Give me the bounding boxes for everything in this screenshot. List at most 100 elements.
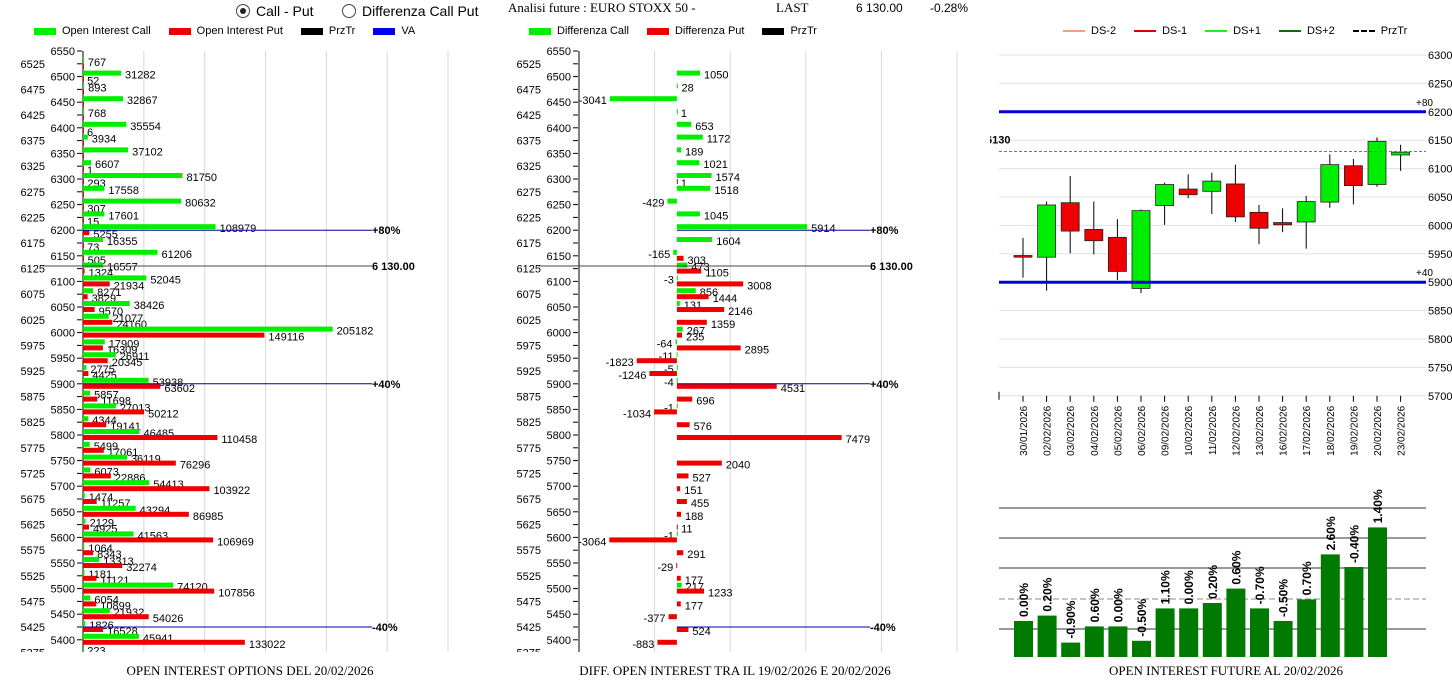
bar-value-label: 2.60% <box>1324 516 1338 550</box>
future-bar <box>1202 603 1222 657</box>
put-bar <box>83 255 84 261</box>
y-tick-label: 6150 <box>1428 135 1452 147</box>
y-tick-label-major: 6500 <box>547 72 571 84</box>
call-bar <box>83 109 84 114</box>
bar-value-label: 31282 <box>125 70 156 82</box>
put-bar <box>676 179 678 184</box>
y-tick-label-minor: 6525 <box>517 59 541 71</box>
put-bar <box>676 268 702 274</box>
x-tick-label: 11/02/2026 <box>1208 405 1219 455</box>
bar-value-label: 17558 <box>108 185 139 197</box>
x-tick-label: 20/02/2026 <box>1373 405 1384 455</box>
caption-left: OPEN INTEREST OPTIONS DEL 20/02/2026 <box>126 663 374 678</box>
call-bar <box>83 544 85 550</box>
put-bar <box>83 447 104 453</box>
future-bar <box>1368 527 1387 657</box>
bar-value-label: 267 <box>687 326 705 338</box>
call-bar <box>673 249 677 255</box>
candle-up <box>1320 164 1340 203</box>
open-interest-future-chart: 0.00% 0.20% -0.90% 0.60% 0.00% -0.50% 1.10% 0.0… <box>999 489 1426 657</box>
call-bar <box>83 633 139 639</box>
call-bar <box>83 365 87 370</box>
call-bar <box>83 198 182 204</box>
y-tick-label-minor: 6375 <box>517 136 541 148</box>
call-bar <box>83 352 116 358</box>
bar-value-label: 149116 <box>268 332 304 344</box>
put-bar <box>83 486 210 492</box>
bar-value-label: 653 <box>695 121 713 133</box>
legend-mid: Differenza Call Differenza Put PrzTr <box>529 25 835 37</box>
bar-value-label: 2146 <box>728 306 752 318</box>
y-tick-label-major: 6300 <box>547 174 571 186</box>
bar-value-label: 8343 <box>97 549 121 561</box>
put-bar <box>676 383 777 389</box>
y-tick-label-minor: 6075 <box>21 289 45 301</box>
y-tick-label-major: 6000 <box>547 328 571 340</box>
put-bar <box>676 473 689 479</box>
bar-value-label: 110458 <box>221 434 257 446</box>
future-bar <box>1155 608 1175 657</box>
y-tick-label: 5700 <box>1428 391 1452 403</box>
y-tick-label-minor: 5625 <box>21 520 45 532</box>
call-bar <box>83 467 91 473</box>
future-bar <box>1344 567 1364 657</box>
bar-value-label: -0.90% <box>1064 600 1078 638</box>
put-bar <box>83 127 84 133</box>
y-tick-label-minor: 5875 <box>21 392 45 404</box>
bar-value-label: 0.70% <box>1300 561 1314 595</box>
call-bar <box>667 198 677 204</box>
x-tick-label: 09/02/2026 <box>1161 405 1172 455</box>
legend-line <box>1205 30 1228 32</box>
put-bar <box>83 63 84 69</box>
legend-label: Differenza Put <box>674 25 745 37</box>
y-tick-label-major: 5450 <box>547 609 571 621</box>
bar-value-label: 3008 <box>747 280 771 292</box>
x-tick-label: 19/02/2026 <box>1349 405 1360 455</box>
put-bar <box>83 627 104 632</box>
y-tick-label-major: 5650 <box>51 507 75 519</box>
bar-value-label: 61206 <box>161 249 192 261</box>
y-tick-label-major: 6350 <box>547 148 571 160</box>
candle-up <box>1037 204 1056 258</box>
bar-value-label: 8271 <box>97 287 121 299</box>
legend-item: DS+2 <box>1278 25 1335 37</box>
bar-value-label: 32274 <box>126 562 157 574</box>
y-tick-label-minor: 5525 <box>517 571 541 583</box>
y-tick-label-major: 6250 <box>547 200 571 212</box>
put-bar <box>83 191 84 197</box>
y-tick-label-major: 6050 <box>51 302 75 314</box>
bar-value-label: 4531 <box>781 383 805 395</box>
y-tick-label-major: 5700 <box>547 481 571 493</box>
call-bar <box>676 288 696 294</box>
call-bar <box>676 262 688 268</box>
legend-label: Open Interest Call <box>62 25 151 37</box>
bar-value-label: 303 <box>688 255 706 267</box>
y-tick-label-minor: 5775 <box>517 443 541 455</box>
y-tick-label-major: 6450 <box>51 97 75 109</box>
bar-value-label: 5914 <box>811 223 835 235</box>
call-bar <box>83 505 136 511</box>
reference-label: 6 130.00 <box>870 261 913 273</box>
bar-value-label: 2129 <box>90 518 114 530</box>
call-bar <box>676 109 678 114</box>
bar-value-label: -5 <box>664 364 674 376</box>
y-tick-label-minor: 5875 <box>517 392 541 404</box>
reference-label: +80% <box>870 225 899 237</box>
reference-label: -40% <box>372 622 398 634</box>
x-tick-label: 16/02/2026 <box>1279 405 1290 455</box>
call-bar <box>83 595 91 601</box>
put-bar <box>83 473 111 479</box>
call-bar <box>83 262 104 268</box>
legend-swatch <box>168 27 191 35</box>
x-tick-label: 02/02/2026 <box>1043 405 1054 455</box>
bar-value-label: 20345 <box>112 357 143 369</box>
bar-value-label: 1574 <box>716 172 740 184</box>
radio-differenza-call-put[interactable]: Differenza Call Put <box>342 3 478 19</box>
radio-call-put[interactable]: Call - Put <box>236 3 314 19</box>
put-bar <box>654 409 677 415</box>
future-bar <box>1061 642 1081 657</box>
put-bar <box>676 422 690 428</box>
put-bar <box>83 396 98 402</box>
reference-label: +80% <box>372 225 401 237</box>
put-bar <box>83 422 107 428</box>
